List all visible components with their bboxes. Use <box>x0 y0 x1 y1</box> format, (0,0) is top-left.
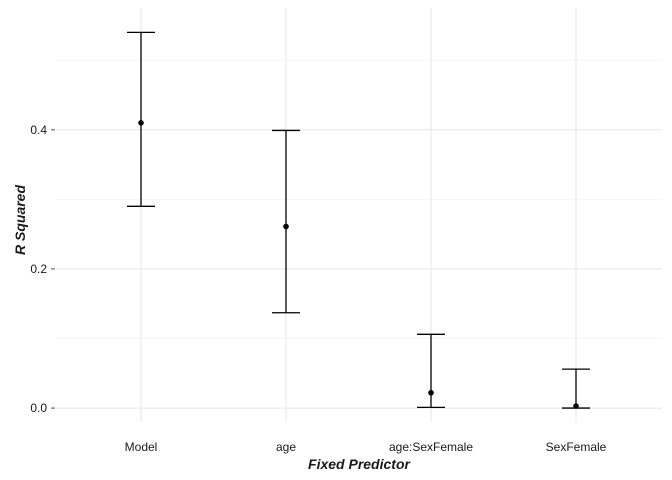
x-tick-label: age:SexFemale <box>389 440 473 454</box>
errorbar-age-sexfemale <box>417 333 445 409</box>
errorbar-age <box>272 129 300 314</box>
grid <box>56 8 662 422</box>
y-axis-title: R Squared <box>12 185 28 255</box>
x-tick-label: Model <box>125 440 158 454</box>
y-axis-tick-labels: 0.0 0.2 0.4 <box>30 123 55 415</box>
x-tick-label: age <box>276 440 296 454</box>
x-axis-tick-labels: Model age age:SexFemale SexFemale <box>125 440 607 454</box>
errorbar-sexfemale <box>562 368 590 409</box>
x-tick-label: SexFemale <box>546 440 607 454</box>
data-point <box>428 389 434 396</box>
y-tick-label: 0.0 <box>30 401 47 415</box>
errorbar-model <box>127 31 155 207</box>
data-point <box>573 403 579 409</box>
y-tick-label: 0.2 <box>30 262 47 276</box>
error-bars <box>127 31 590 409</box>
y-tick-label: 0.4 <box>30 123 47 137</box>
data-point <box>283 223 289 230</box>
data-point <box>138 120 144 126</box>
x-axis-title: Fixed Predictor <box>308 456 411 472</box>
